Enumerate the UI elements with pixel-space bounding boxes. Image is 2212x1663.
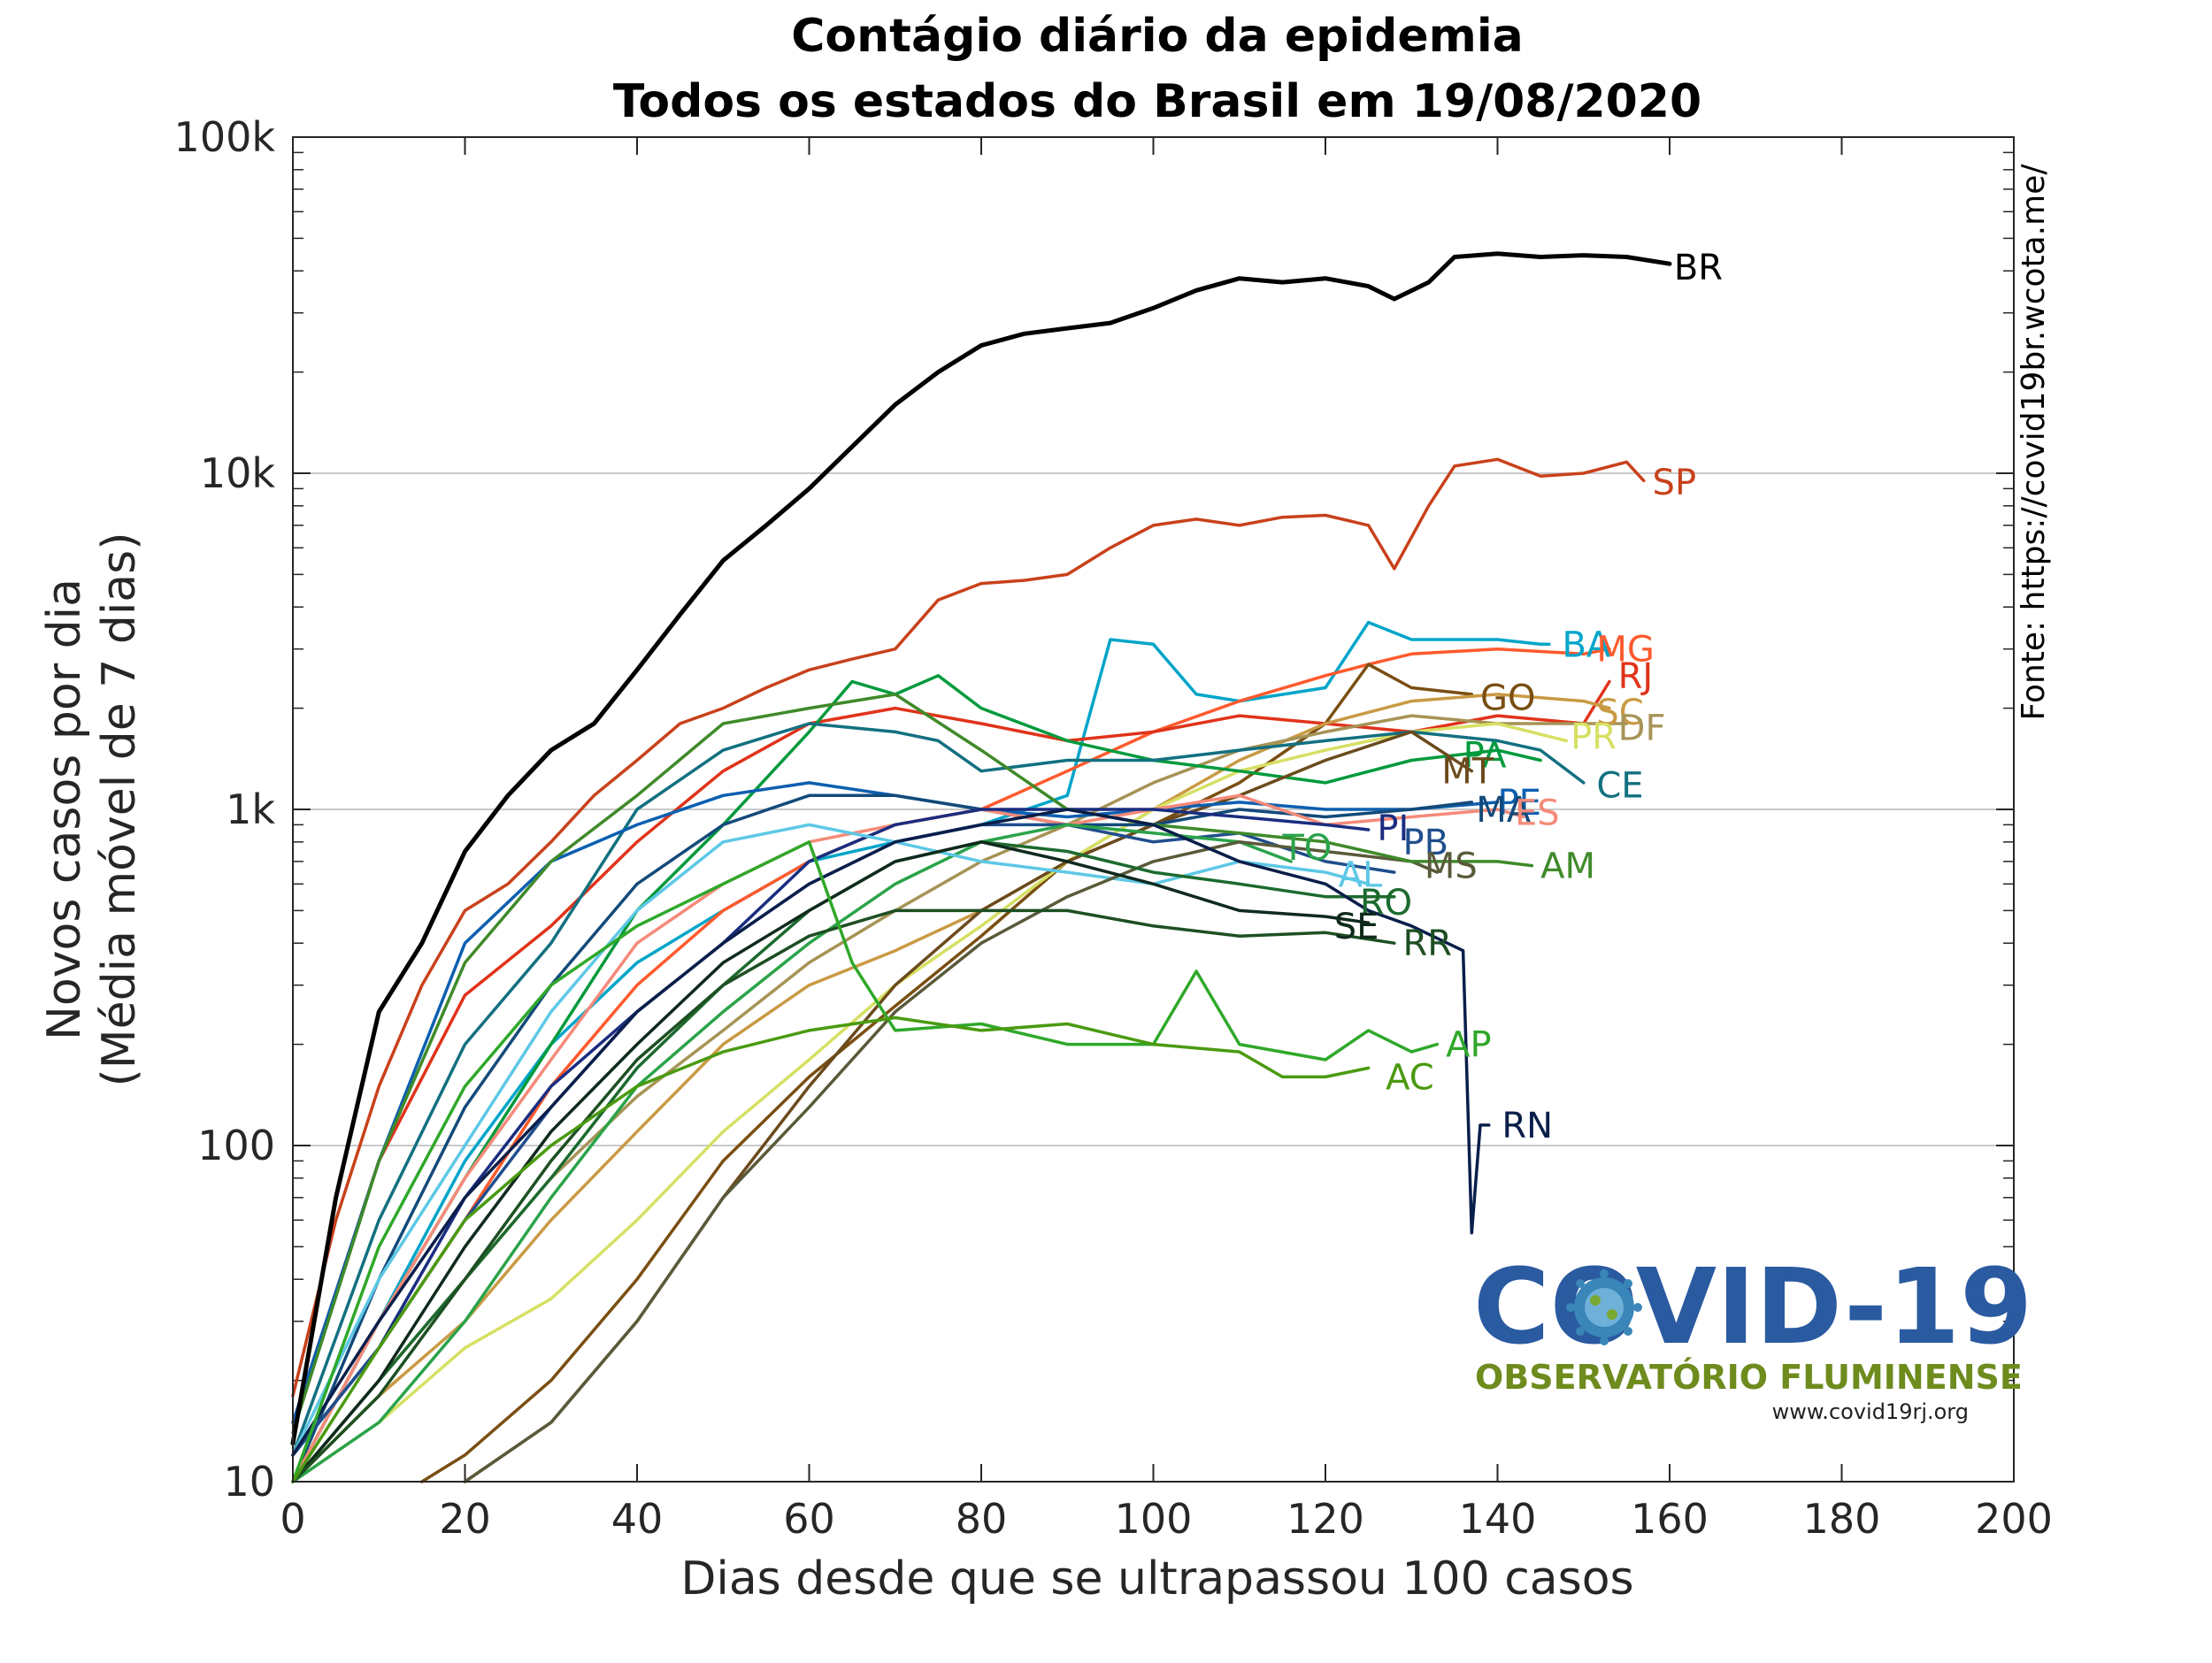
x-tick-label: 160	[1631, 1495, 1709, 1543]
logo-url: www.covid19rj.org	[1772, 1399, 1969, 1424]
series-label-es: ES	[1515, 793, 1560, 833]
series-label-pa: PA	[1463, 736, 1508, 777]
series-line-mg	[291, 647, 1611, 1457]
series-label-pi: PI	[1377, 809, 1409, 849]
x-axis-ticks: 0 20 40 60 80 100 120 140 160 180 200	[280, 1495, 2053, 1543]
series-line-am	[291, 693, 1534, 1435]
y-tick-label: 100	[197, 1122, 275, 1169]
chart-title: Contágio diário da epidemia	[791, 10, 1523, 63]
series-line-al	[291, 823, 1371, 1457]
logo-subtitle: OBSERVATÓRIO FLUMINENSE	[1475, 1358, 2023, 1397]
series-lines	[290, 251, 1672, 1483]
series-label-se: SE	[1334, 907, 1379, 947]
series-label-ro: RO	[1360, 883, 1412, 923]
series-label-ac: AC	[1386, 1057, 1434, 1098]
series-line-rr	[291, 908, 1396, 1483]
series-label-ba: BA	[1562, 625, 1610, 665]
series-label-ms: MS	[1425, 847, 1478, 887]
x-tick-label: 40	[611, 1495, 664, 1543]
x-tick-label: 0	[280, 1495, 305, 1543]
series-label-ma: MA	[1476, 790, 1532, 831]
series-line-pa	[291, 674, 1542, 1483]
covid-logo: COVID-19 OBSERVATÓRIO FLUMINENSE www.cov…	[1473, 1245, 2032, 1424]
series-line-ba	[291, 620, 1551, 1483]
chart-subtitle: Todos os estados do Brasil em 19/08/2020	[613, 75, 1701, 128]
series-label-sp: SP	[1653, 463, 1697, 503]
series-label-rn: RN	[1502, 1106, 1553, 1146]
series-line-pr	[291, 722, 1569, 1483]
series-line-go	[420, 663, 1474, 1483]
series-label-rr: RR	[1403, 923, 1453, 964]
plot-area	[290, 136, 2015, 1483]
series-label-br: BR	[1674, 248, 1723, 288]
virus-icon	[1566, 1269, 1642, 1345]
series-label-ce: CE	[1596, 766, 1643, 807]
y-tick-label: 100k	[174, 113, 276, 161]
y-tick-label: 1k	[226, 786, 275, 833]
x-tick-label: 60	[783, 1495, 835, 1543]
source-label: Fonte: https://covid19br.wcota.me/	[2016, 164, 2052, 721]
series-label-sc: SC	[1596, 693, 1643, 733]
series-line-ap	[291, 840, 1440, 1483]
x-tick-label: 120	[1286, 1495, 1364, 1543]
series-label-mg: MG	[1596, 630, 1655, 671]
series-line-sp	[291, 457, 1646, 1398]
x-tick-label: 140	[1459, 1495, 1537, 1543]
series-line-ac	[291, 1015, 1371, 1483]
x-tick-label: 20	[439, 1495, 491, 1543]
logo-title: COVID-19	[1473, 1245, 2032, 1368]
series-label-df: DF	[1618, 709, 1666, 749]
x-axis-label: Dias desde que se ultrapassou 100 casos	[680, 1552, 1633, 1606]
x-tick-label: 200	[1975, 1495, 2053, 1543]
y-axis-label-secondary: (Média móvel de 7 dias)	[93, 532, 146, 1086]
y-axis-label: Novos casos por dia	[38, 579, 91, 1040]
series-label-ap: AP	[1446, 1025, 1491, 1066]
series-line-ce	[291, 722, 1586, 1457]
series-label-pb: PB	[1403, 823, 1449, 863]
series-line-rn	[291, 808, 1491, 1457]
series-label-pe: PE	[1498, 783, 1541, 824]
series-label-rj: RJ	[1618, 656, 1654, 697]
series-line-to	[291, 823, 1293, 1483]
series-line-pi	[291, 808, 1371, 1457]
series-label-mt: MT	[1441, 752, 1494, 793]
series-line-ms	[463, 840, 1440, 1483]
series-label-pr: PR	[1571, 717, 1617, 757]
series-label-go: GO	[1480, 678, 1535, 719]
series-label-al: AL	[1339, 855, 1383, 896]
x-tick-label: 100	[1115, 1495, 1193, 1543]
series-line-se	[291, 840, 1371, 1483]
x-tick-label: 180	[1803, 1495, 1881, 1543]
y-tick-label: 10	[223, 1458, 275, 1506]
x-tick-label: 80	[956, 1495, 1008, 1543]
y-tick-label: 10k	[200, 449, 276, 497]
series-label-am: AM	[1540, 847, 1595, 887]
series-label-to: TO	[1281, 828, 1332, 869]
series-line-rj	[291, 679, 1611, 1424]
series-line-br	[290, 251, 1672, 1446]
y-axis-ticks: 10 100 1k 10k 100k	[174, 113, 276, 1506]
